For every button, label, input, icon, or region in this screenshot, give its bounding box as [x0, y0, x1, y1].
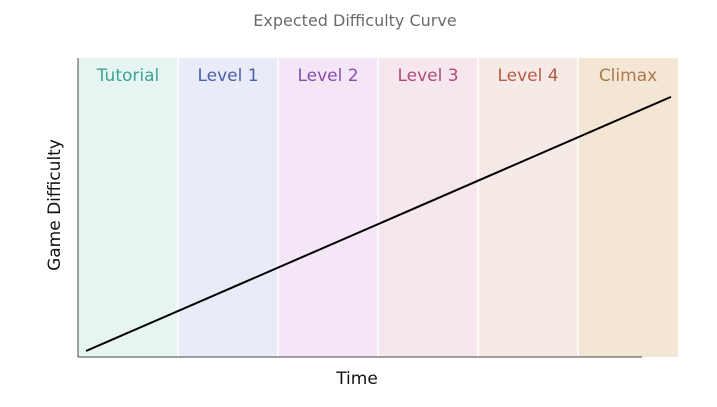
phase-label-5: Climax	[599, 66, 657, 86]
chart-title: Expected Difficulty Curve	[253, 11, 456, 30]
axes	[77, 58, 642, 358]
phase-label-0: Tutorial	[96, 66, 160, 86]
phase-bands	[78, 58, 678, 357]
phase-band-1	[178, 58, 278, 357]
phase-label-1: Level 1	[197, 66, 258, 86]
x-axis-label: Time	[335, 369, 378, 389]
phase-band-3	[378, 58, 478, 357]
phase-label-2: Level 2	[297, 66, 358, 86]
phase-band-2	[278, 58, 378, 357]
phase-band-4	[478, 58, 578, 357]
y-axis-label: Game Difficulty	[45, 139, 65, 271]
phase-labels: Tutorial Level 1 Level 2 Level 3 Level 4 Clim…	[96, 66, 657, 86]
phase-label-3: Level 3	[397, 66, 458, 86]
phase-label-4: Level 4	[497, 66, 558, 86]
series-line-0	[85, 95, 672, 352]
difficulty-series	[85, 95, 672, 352]
phase-band-0	[78, 58, 178, 357]
phase-band-5	[578, 58, 678, 357]
